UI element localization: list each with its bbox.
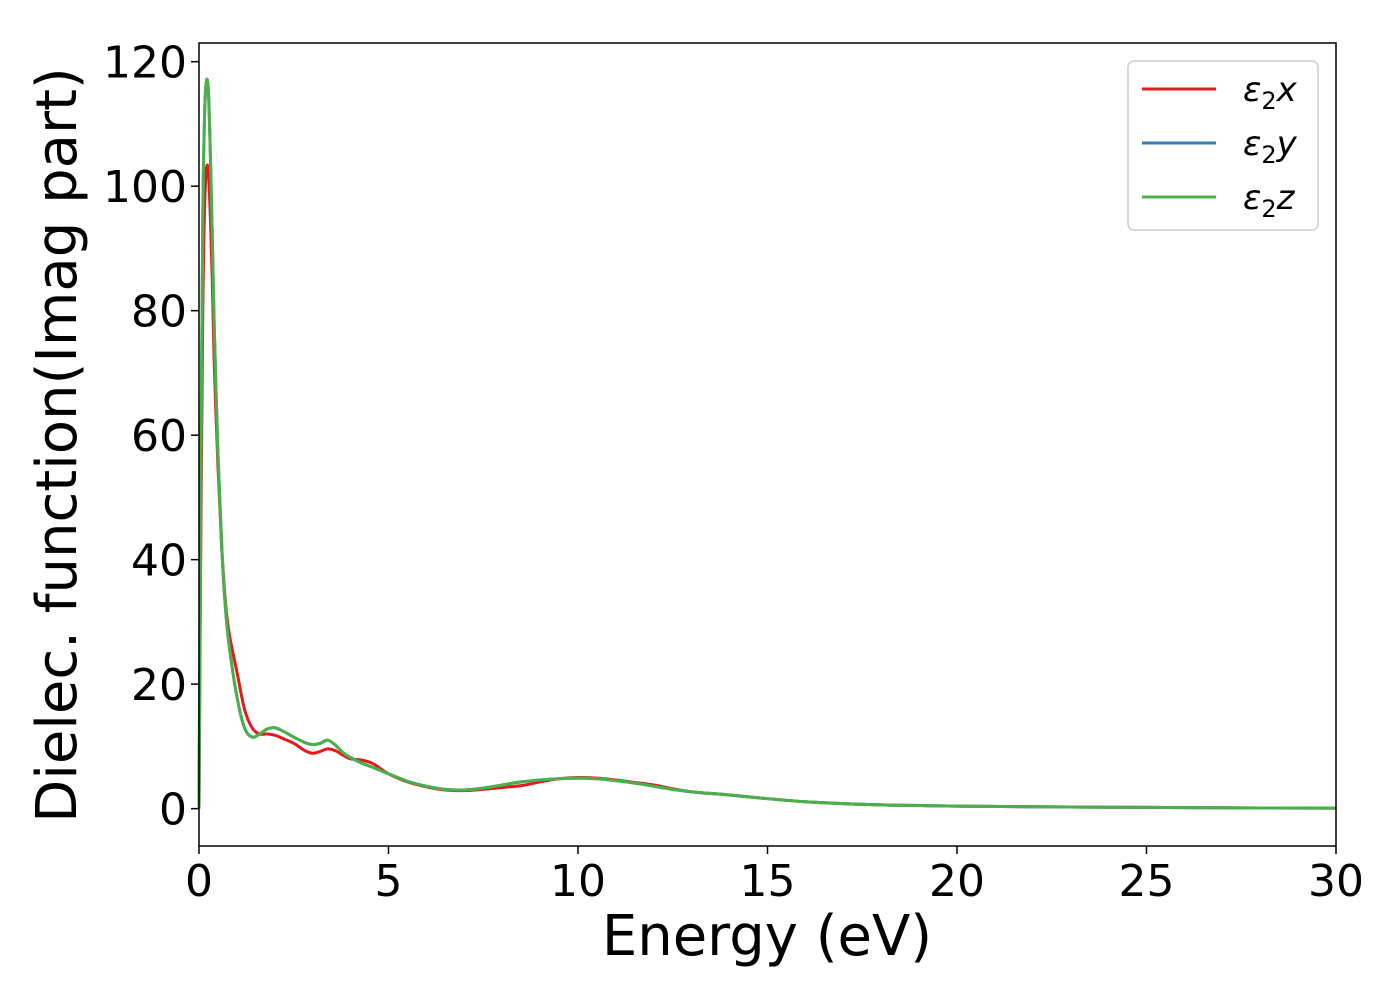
x-axis-label: Energy (eV) [602,904,932,969]
y-tick-label: 60 [131,411,187,462]
series-layer [197,77,1337,810]
y-axis-label: Dielec. function(Imag part) [25,67,90,823]
y-tick-label: 40 [131,536,187,587]
y-axis-ticks: 0 20 40 60 80 100 120 [103,38,199,836]
y-tick-label: 0 [159,785,187,836]
x-tick-label: 20 [929,856,985,907]
x-tick-label: 25 [1119,856,1175,907]
legend-box [1127,60,1319,231]
x-tick-label: 0 [185,856,213,907]
legend: ε2x ε2y ε2z [1127,60,1319,231]
y-tick-label: 80 [131,287,187,338]
legend-label-y: ε2y [1243,124,1298,169]
y-tick-label: 100 [103,162,187,213]
legend-label-x: ε2x [1243,70,1298,115]
series-line-z [197,77,1337,810]
x-axis-ticks: 0 5 10 15 20 25 30 [185,846,1364,907]
x-tick-label: 10 [550,856,606,907]
x-tick-label: 30 [1308,856,1364,907]
y-tick-label: 20 [131,660,187,711]
y-tick-label: 120 [103,38,187,89]
x-tick-label: 5 [375,856,403,907]
x-tick-label: 15 [740,856,796,907]
legend-label-z: ε2z [1243,178,1296,223]
